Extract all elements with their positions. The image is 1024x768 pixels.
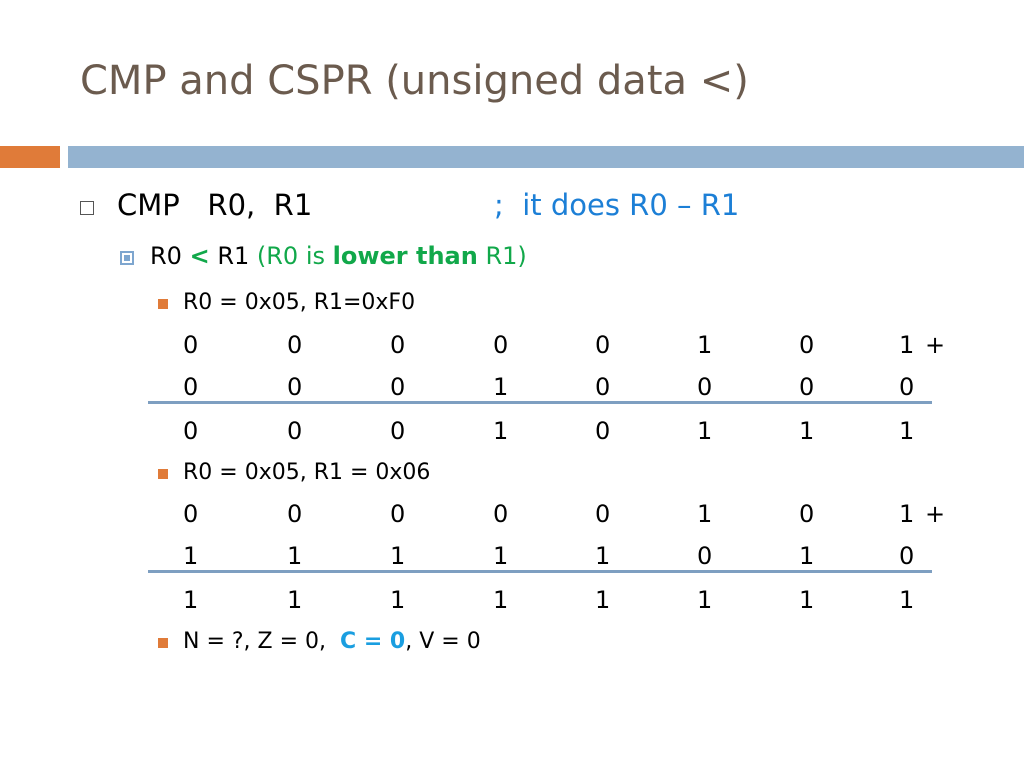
binary-row: 0 0 0 0 0 1 0 1 + [0,331,1024,361]
bit-cell: 1 [697,331,713,359]
bit-cell: 1 [697,586,713,614]
bit-cell: 1 [899,331,915,359]
bit-cell: 0 [287,500,303,528]
plus-sign: + [925,500,946,528]
carry-flag: C = 0 [340,629,406,654]
bit-cell: 0 [183,417,199,445]
bit-cell: 1 [697,500,713,528]
bit-cell: 1 [287,542,303,570]
sum-divider-line [148,401,932,404]
plus-sign: + [925,331,946,359]
filled-square-bullet-icon [120,251,134,265]
bit-cell: 1 [390,542,406,570]
bit-cell: 0 [287,373,303,401]
hollow-square-bullet-icon [80,201,94,215]
bit-cell: 0 [595,417,611,445]
bit-cell: 0 [287,417,303,445]
bit-cell: 0 [390,331,406,359]
case2-label: R0 = 0x05, R1 = 0x06 [183,460,431,485]
bit-cell: 1 [183,586,199,614]
bit-cell: 0 [799,500,815,528]
bit-cell: 0 [183,373,199,401]
paren-open: (R0 is [256,242,333,270]
bit-cell: 1 [493,586,509,614]
r1-label: R1 [209,242,257,270]
bit-cell: 1 [183,542,199,570]
orange-square-bullet-icon [158,638,168,648]
slide-title: CMP and CSPR (unsigned data <) [80,58,749,104]
bit-cell: 1 [493,373,509,401]
bit-cell: 0 [799,331,815,359]
flags-text: N = ?, Z = 0, C = 0, V = 0 [183,629,481,654]
bit-cell: 1 [799,542,815,570]
accent-bar-orange [0,146,60,168]
accent-bar-blue [68,146,1024,168]
bit-cell: 1 [899,500,915,528]
bit-cell: 1 [899,586,915,614]
bit-cell: 0 [183,500,199,528]
r0-label: R0 [150,242,190,270]
bit-cell: 0 [390,500,406,528]
bit-cell: 1 [287,586,303,614]
sum-divider-line [148,570,932,573]
r0-less-r1-text: R0 < R1 (R0 is lower than R1) [150,242,527,270]
bit-cell: 0 [799,373,815,401]
bit-cell: 0 [697,373,713,401]
orange-square-bullet-icon [158,299,168,309]
bit-cell: 0 [183,331,199,359]
bit-cell: 1 [697,417,713,445]
bit-cell: 1 [595,586,611,614]
cmp-comment: ; it does R0 – R1 [494,188,740,222]
bit-cell: 0 [493,331,509,359]
bit-cell: 0 [697,542,713,570]
orange-square-bullet-icon [158,469,168,479]
bit-cell: 1 [493,417,509,445]
cmp-instruction: CMP R0, R1 [117,188,313,222]
flags-post: , V = 0 [405,629,481,654]
paren-close: R1) [477,242,527,270]
binary-row: 0 0 0 1 0 1 1 1 [0,417,1024,447]
binary-row: 1 1 1 1 1 1 1 1 [0,586,1024,616]
bit-cell: 0 [899,373,915,401]
binary-row: 0 0 0 0 0 1 0 1 + [0,500,1024,530]
bit-cell: 0 [390,417,406,445]
flags-pre: N = ?, Z = 0, [183,629,341,654]
bit-cell: 1 [595,542,611,570]
less-than-operator: < [189,242,210,270]
bit-cell: 0 [390,373,406,401]
bit-cell: 0 [595,500,611,528]
binary-row: 1 1 1 1 1 0 1 0 [0,542,1024,572]
bit-cell: 0 [493,500,509,528]
bit-cell: 1 [799,417,815,445]
bit-cell: 1 [493,542,509,570]
bit-cell: 0 [899,542,915,570]
bit-cell: 1 [390,586,406,614]
bit-cell: 0 [595,373,611,401]
binary-row: 0 0 0 1 0 0 0 0 [0,373,1024,403]
case1-label: R0 = 0x05, R1=0xF0 [183,290,416,315]
bit-cell: 0 [595,331,611,359]
bit-cell: 1 [899,417,915,445]
bit-cell: 1 [799,586,815,614]
bit-cell: 0 [287,331,303,359]
lower-than-text: lower than [332,242,478,270]
